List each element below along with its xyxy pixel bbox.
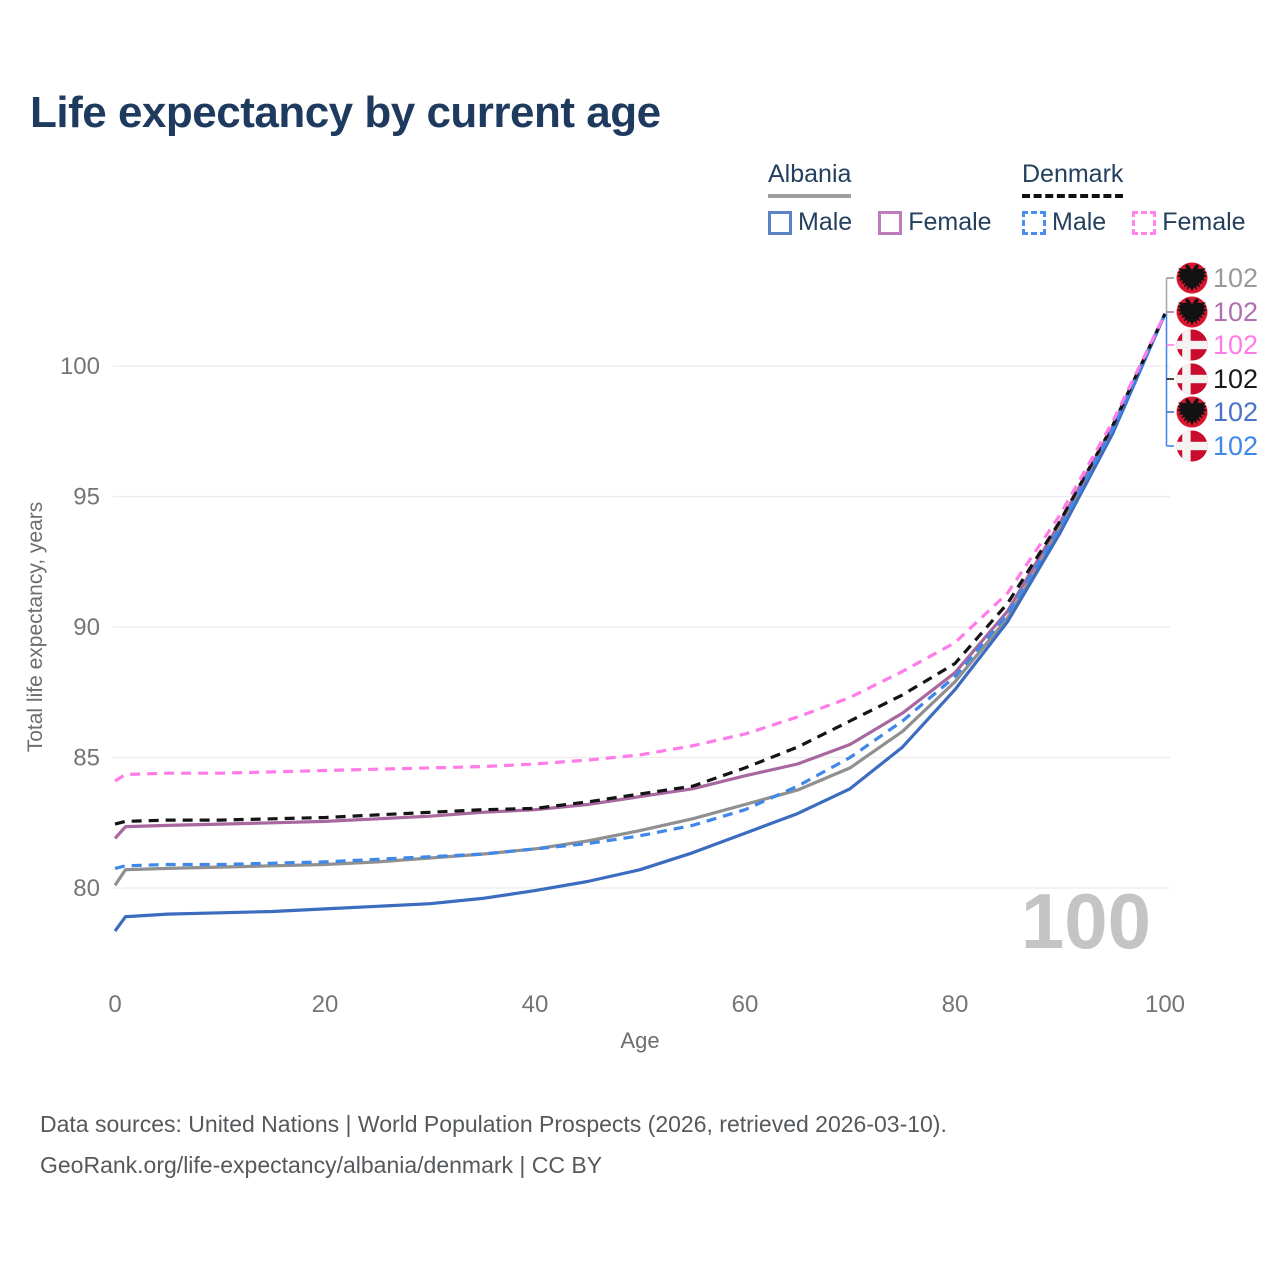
age-indicator-watermark: 100 (1021, 877, 1151, 965)
denmark-male-swatch-icon (1022, 210, 1046, 235)
albania-male-swatch-icon (768, 210, 792, 235)
legend-item-denmark-female[interactable]: Female (1132, 208, 1246, 237)
data-sources-line: Data sources: United Nations | World Pop… (40, 1111, 947, 1137)
denmark-flag-icon (1176, 329, 1208, 361)
legend-label: Female (1162, 208, 1246, 236)
denmark-female-swatch-icon (1132, 210, 1157, 235)
end-label-row: 102 (1176, 363, 1258, 395)
end-label-value: 102 (1213, 397, 1258, 427)
y-tick-label: 100 (60, 353, 100, 380)
denmark-flag-icon (1176, 363, 1208, 395)
x-tick-label: 20 (312, 991, 339, 1018)
series-line-denmark-total[interactable] (114, 313, 1167, 826)
series-layer (113, 313, 1167, 933)
y-axis-label: Total life expectancy, years (24, 502, 47, 753)
x-tick-label: 100 (1145, 991, 1185, 1018)
albania-female-swatch-icon (878, 210, 903, 235)
x-tick-label: 0 (108, 991, 121, 1018)
series-line-albania-male[interactable] (113, 313, 1167, 933)
legend-label: Female (908, 208, 992, 236)
legend-albania: Albania Male Female (768, 160, 992, 237)
x-tick-label: 80 (942, 991, 969, 1018)
albania-flag-icon (1176, 296, 1208, 328)
source-footer: Data sources: United Nations | World Pop… (40, 1104, 947, 1186)
legend-albania-row: Male Female (768, 208, 992, 237)
y-tick-label: 80 (73, 875, 100, 902)
end-label-value: 102 (1213, 330, 1258, 360)
end-label-row: 102 (1176, 262, 1258, 294)
end-label-value: 102 (1213, 297, 1258, 327)
end-label-value: 102 (1213, 431, 1258, 461)
legend-label: Male (798, 208, 853, 236)
legend-denmark-header[interactable]: Denmark (1022, 160, 1124, 198)
page-title: Life expectancy by current age (30, 88, 661, 137)
denmark-flag-icon (1176, 430, 1208, 462)
legend-item-albania-male[interactable]: Male (768, 208, 852, 237)
end-label-row: 102 (1176, 396, 1258, 428)
x-axis-label: Age (620, 1028, 659, 1053)
end-label-value: 102 (1213, 263, 1258, 293)
series-line-denmark-female[interactable] (114, 313, 1167, 783)
legend-label: Male (1052, 208, 1107, 236)
albania-flag-icon (1176, 396, 1208, 428)
x-tick-label: 60 (732, 991, 759, 1018)
y-tick-label: 90 (73, 614, 100, 641)
albania-flag-icon (1176, 262, 1208, 294)
end-label-row: 102 (1176, 296, 1258, 328)
legend-item-albania-female[interactable]: Female (878, 208, 992, 237)
legend-item-denmark-male[interactable]: Male (1022, 208, 1106, 237)
end-label-value: 102 (1213, 364, 1258, 394)
x-tick-label: 40 (522, 991, 549, 1018)
end-label-row: 102 (1176, 329, 1258, 361)
legend-denmark-row: Male Female (1022, 208, 1246, 237)
series-line-albania-female[interactable] (113, 313, 1167, 840)
series-line-albania-total[interactable] (113, 313, 1167, 887)
legend-denmark: Denmark Male Female (1022, 160, 1246, 237)
attribution-line: GeoRank.org/life-expectancy/albania/denm… (40, 1152, 603, 1178)
y-tick-label: 85 (73, 745, 100, 772)
grid-layer: 80 85 90 95 100 0 20 40 60 80 100 (60, 353, 1185, 1018)
y-tick-label: 95 (73, 484, 100, 511)
legend-albania-header[interactable]: Albania (768, 160, 852, 198)
series-line-denmark-male[interactable] (114, 313, 1167, 870)
end-label-row: 102 (1176, 430, 1258, 462)
